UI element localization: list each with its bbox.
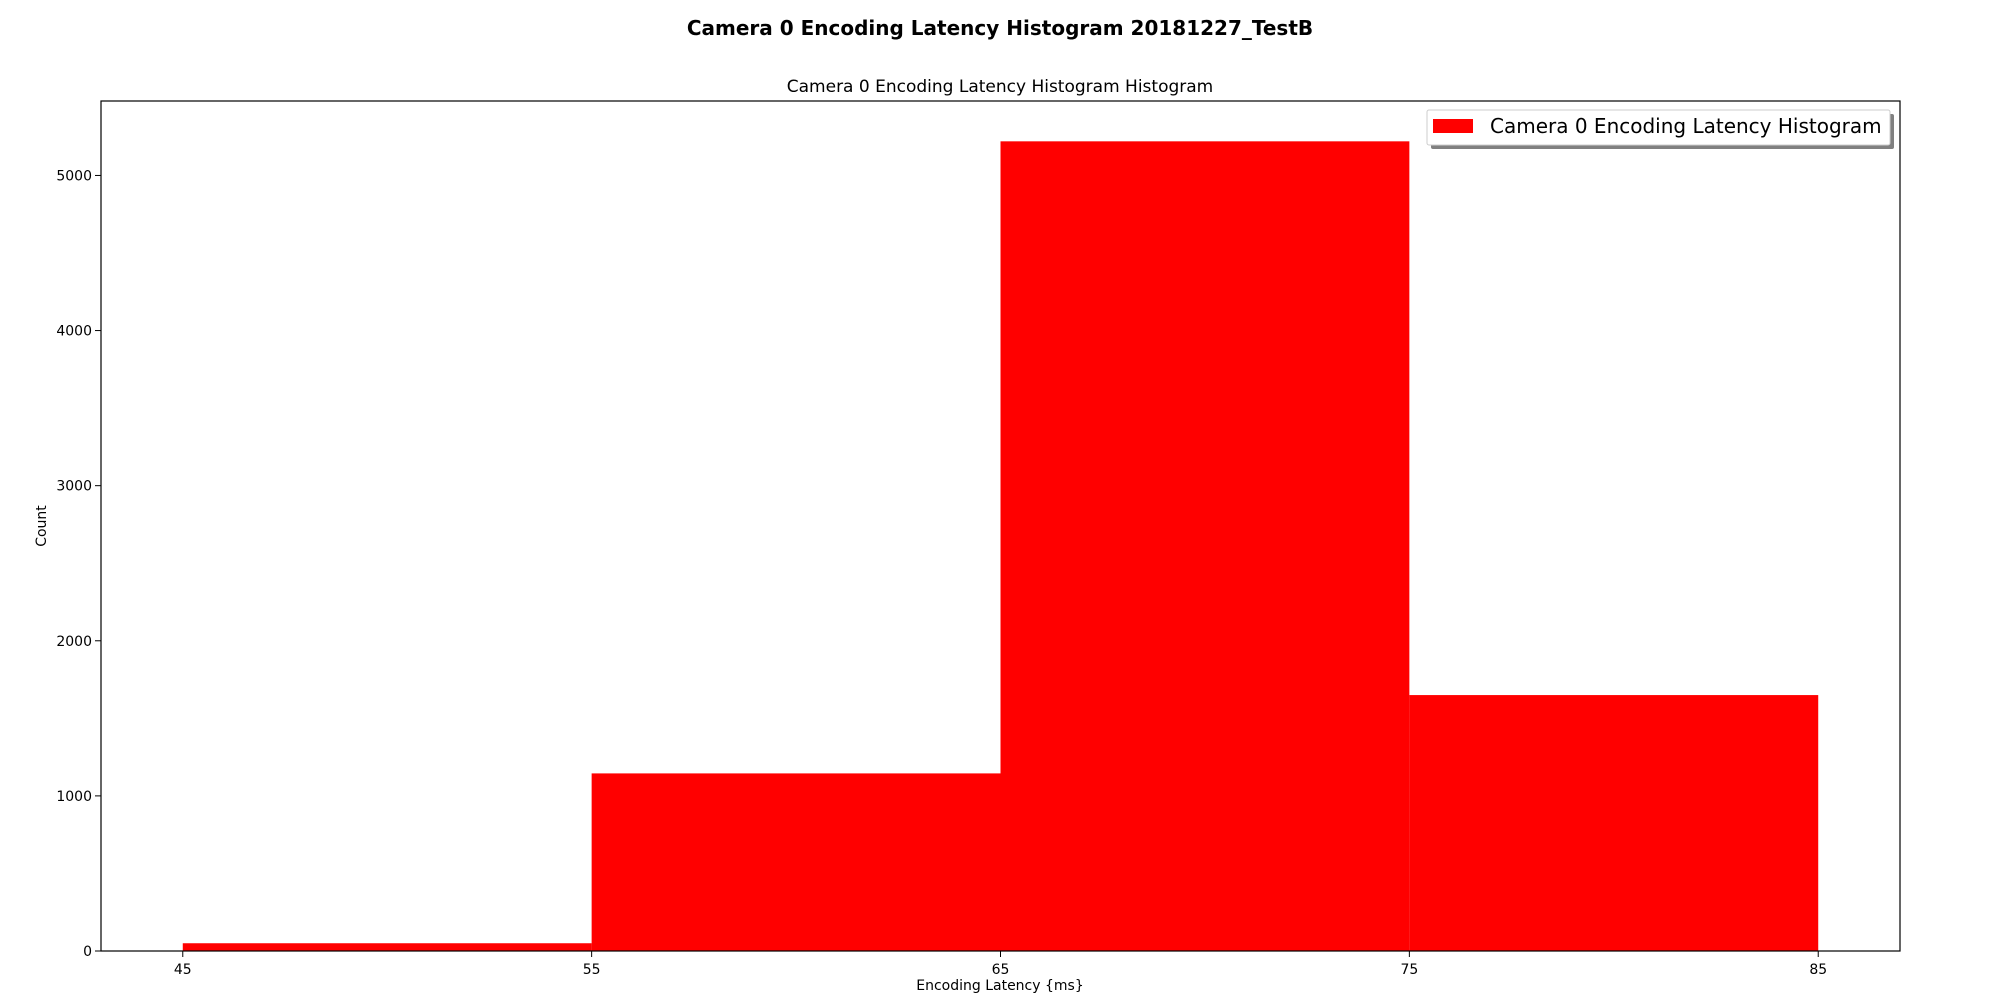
y-tick-label: 4000 [56,324,92,340]
x-axis-ticks: 45 55 65 75 85 [174,951,1827,978]
y-tick-label: 0 [83,944,92,960]
x-tick-label: 85 [1809,962,1827,978]
bars-group [182,141,1819,951]
y-axis-ticks: 0 1000 2000 3000 4000 5000 [56,168,101,960]
legend-label: Camera 0 Encoding Latency Histogram [1490,114,1882,138]
legend-swatch [1433,119,1473,133]
histogram-bar [591,773,1001,951]
x-tick-label: 45 [174,962,192,978]
histogram-bar [1000,141,1410,951]
x-tick-label: 75 [1400,962,1418,978]
x-tick-label: 55 [583,962,601,978]
y-axis-label: Count [34,505,50,547]
figure-suptitle: Camera 0 Encoding Latency Histogram 2018… [687,16,1313,40]
y-tick-label: 2000 [56,634,92,650]
legend-box [1426,109,1891,146]
histogram-bar [1409,695,1819,951]
chart-title: Camera 0 Encoding Latency Histogram Hist… [787,77,1213,97]
x-axis-label: Encoding Latency {ms} [916,978,1084,994]
x-tick-label: 65 [992,962,1010,978]
histogram-bar [182,943,592,951]
y-tick-label: 1000 [56,789,92,805]
legend: Camera 0 Encoding Latency Histogram [1426,109,1894,149]
y-tick-label: 5000 [56,168,92,184]
y-tick-label: 3000 [56,479,92,495]
